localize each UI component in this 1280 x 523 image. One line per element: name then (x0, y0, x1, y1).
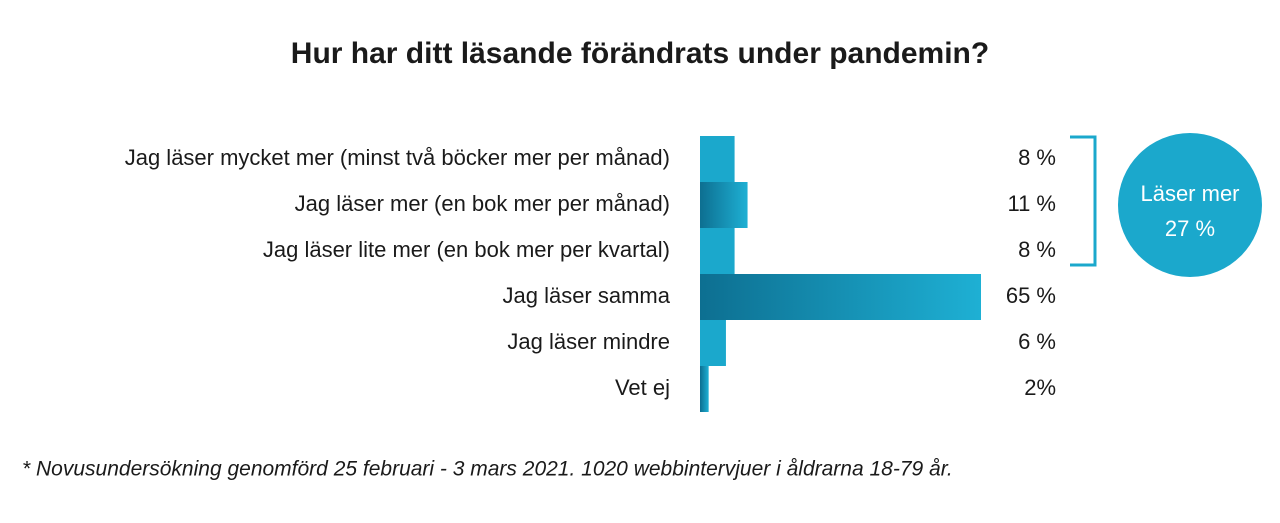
bar (700, 274, 981, 320)
category-label: Vet ej (615, 375, 670, 400)
category-label: Jag läser lite mer (en bok mer per kvart… (263, 237, 670, 262)
value-label: 8 % (1018, 145, 1056, 170)
footnote: * Novusundersökning genomförd 25 februar… (22, 458, 953, 481)
value-label: 65 % (1006, 283, 1056, 308)
annotation-circle (1118, 133, 1262, 277)
bar (700, 366, 709, 412)
annotation-text: Läser mer (1140, 181, 1239, 206)
bar (700, 320, 726, 366)
category-label: Jag läser mycket mer (minst två böcker m… (125, 145, 670, 170)
category-label: Jag läser samma (502, 283, 670, 308)
value-label: 6 % (1018, 329, 1056, 354)
bar (700, 228, 735, 274)
chart-title: Hur har ditt läsande förändrats under pa… (291, 37, 989, 70)
bar (700, 136, 735, 182)
bracket (1070, 135, 1097, 267)
annotation-text: 27 % (1165, 216, 1215, 241)
category-label: Jag läser mindre (507, 329, 670, 354)
value-label: 2% (1024, 375, 1056, 400)
value-label: 11 % (1007, 191, 1056, 216)
value-label: 8 % (1018, 237, 1056, 262)
bar (700, 182, 748, 228)
category-label: Jag läser mer (en bok mer per månad) (295, 191, 670, 216)
